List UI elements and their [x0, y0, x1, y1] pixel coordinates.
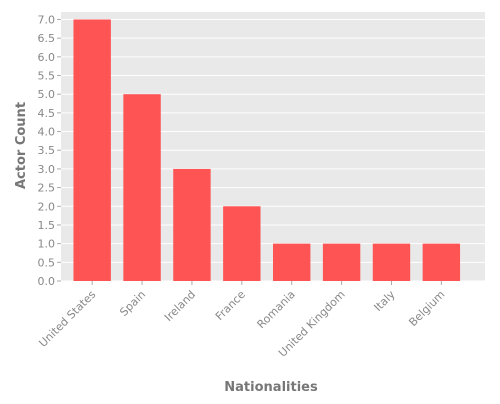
x-tick-label: France: [213, 288, 248, 323]
y-tick-label: 7.0: [38, 13, 56, 26]
y-tick-label: 1.0: [38, 238, 56, 251]
x-tick-label: Italy: [372, 288, 398, 314]
x-tick-label: Romania: [255, 288, 298, 331]
y-tick-label: 4.5: [38, 107, 56, 120]
bar: [223, 206, 261, 281]
bar: [123, 94, 161, 281]
bar: [73, 19, 111, 281]
bar: [173, 168, 211, 281]
x-axis-ticks: United States Spain Ireland France RomaniaUn…: [36, 281, 447, 360]
y-tick-label: 2.5: [38, 182, 56, 195]
y-tick-label: 5.5: [38, 70, 56, 83]
bar: [372, 243, 411, 281]
x-tick-label: Spain: [117, 288, 148, 319]
y-tick-label: 6.5: [38, 32, 56, 45]
y-tick-label: 2.0: [38, 200, 56, 213]
y-axis-title: Actor Count: [14, 102, 29, 189]
y-tick-label: 3.0: [38, 163, 56, 176]
y-tick-label: 3.5: [38, 144, 56, 157]
y-tick-label: 1.5: [38, 219, 56, 232]
bar: [422, 243, 461, 281]
y-tick-label: 4.0: [38, 126, 56, 139]
y-tick-label: 5.0: [38, 88, 56, 101]
y-axis-ticks: 0.0 0.5 1.0 1.5 2.0 2.5 3.0 3.5 4.0 4.5 5.0 5.5 6.0 6…: [38, 13, 61, 288]
bar: [273, 243, 311, 281]
x-tick-label: United States: [36, 288, 98, 350]
y-tick-label: 6.0: [38, 51, 56, 64]
bars: [73, 19, 461, 281]
y-tick-label: 0.0: [38, 275, 56, 288]
x-axis-title: Nationalities: [224, 380, 318, 395]
y-tick-label: 0.5: [38, 256, 56, 269]
bar: [322, 243, 361, 281]
x-tick-label: Belgium: [406, 288, 447, 329]
x-tick-label: Ireland: [162, 288, 198, 324]
